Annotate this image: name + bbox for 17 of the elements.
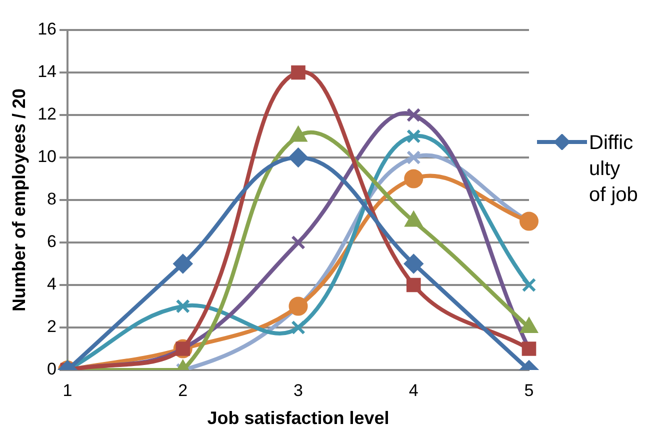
y-tick-label: 14 [38,62,57,82]
y-axis-title: Number of employees / 20 [8,88,29,312]
y-tick-label: 0 [47,360,57,379]
legend-label: Difficulty of job [589,131,639,208]
x-tick-label: 2 [178,380,188,400]
x-tick-label: 1 [62,380,72,400]
x-tick-label: 5 [524,380,534,400]
y-tick-label: 12 [38,104,57,124]
y-tick-label: 4 [47,274,57,294]
x-tick-label: 3 [294,380,303,400]
y-tick-label: 10 [38,147,57,166]
y-tick-label: 8 [47,190,57,209]
y-tick-label: 2 [47,317,57,336]
x-axis-title: Job satisfaction level [207,408,390,428]
x-tick-label: 4 [408,380,418,400]
y-tick-label: 16 [38,20,57,39]
y-tick-label: 6 [47,232,57,252]
